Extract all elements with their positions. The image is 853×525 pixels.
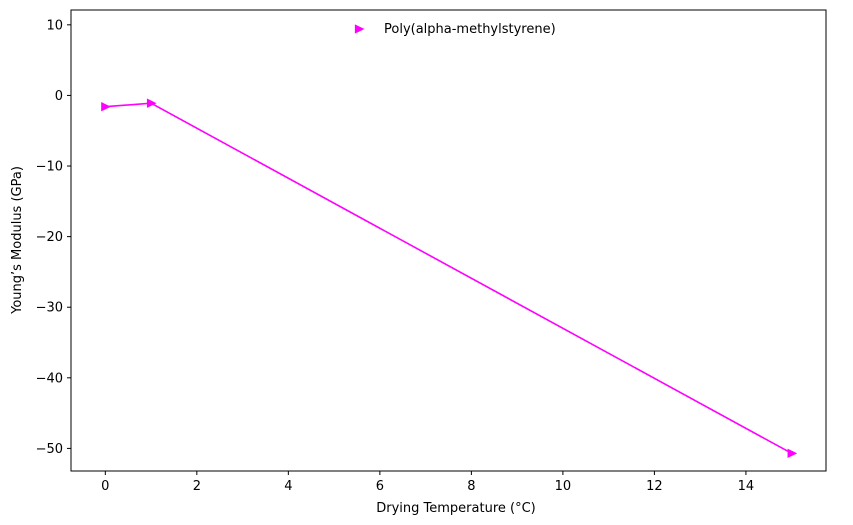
y-tick-label: 0: [55, 89, 63, 104]
x-tick-label: 0: [101, 479, 109, 494]
y-tick-label: −10: [36, 160, 63, 175]
y-axis-ticks: −50 −40 −30 −20 −10 0 10: [36, 18, 71, 457]
y-tick-label: −30: [36, 301, 63, 316]
legend: Poly(alpha-methylstyrene): [354, 22, 556, 37]
y-axis-label: Young’s Modulus (GPa): [10, 166, 25, 315]
x-tick-label: 10: [555, 479, 572, 494]
x-tick-label: 4: [284, 479, 292, 494]
x-tick-label: 8: [467, 479, 475, 494]
y-tick-label: −20: [36, 230, 63, 245]
data-point: [101, 102, 111, 112]
x-axis-ticks: 0 2 4 6 8 10 12 14: [101, 471, 754, 494]
legend-label: Poly(alpha-methylstyrene): [384, 22, 556, 37]
y-tick-label: −40: [36, 371, 63, 386]
x-tick-label: 14: [738, 479, 755, 494]
y-tick-label: −50: [36, 442, 63, 457]
x-tick-label: 2: [193, 479, 201, 494]
x-tick-label: 6: [376, 479, 384, 494]
data-point: [146, 98, 157, 108]
plot-area: [70, 9, 827, 472]
x-axis-label: Drying Temperature (°C): [376, 501, 536, 516]
x-tick-label: 12: [646, 479, 663, 494]
legend-marker: [354, 24, 365, 34]
series-layer: [101, 98, 798, 459]
y-tick-label: 10: [46, 18, 63, 33]
data-point: [787, 448, 798, 459]
